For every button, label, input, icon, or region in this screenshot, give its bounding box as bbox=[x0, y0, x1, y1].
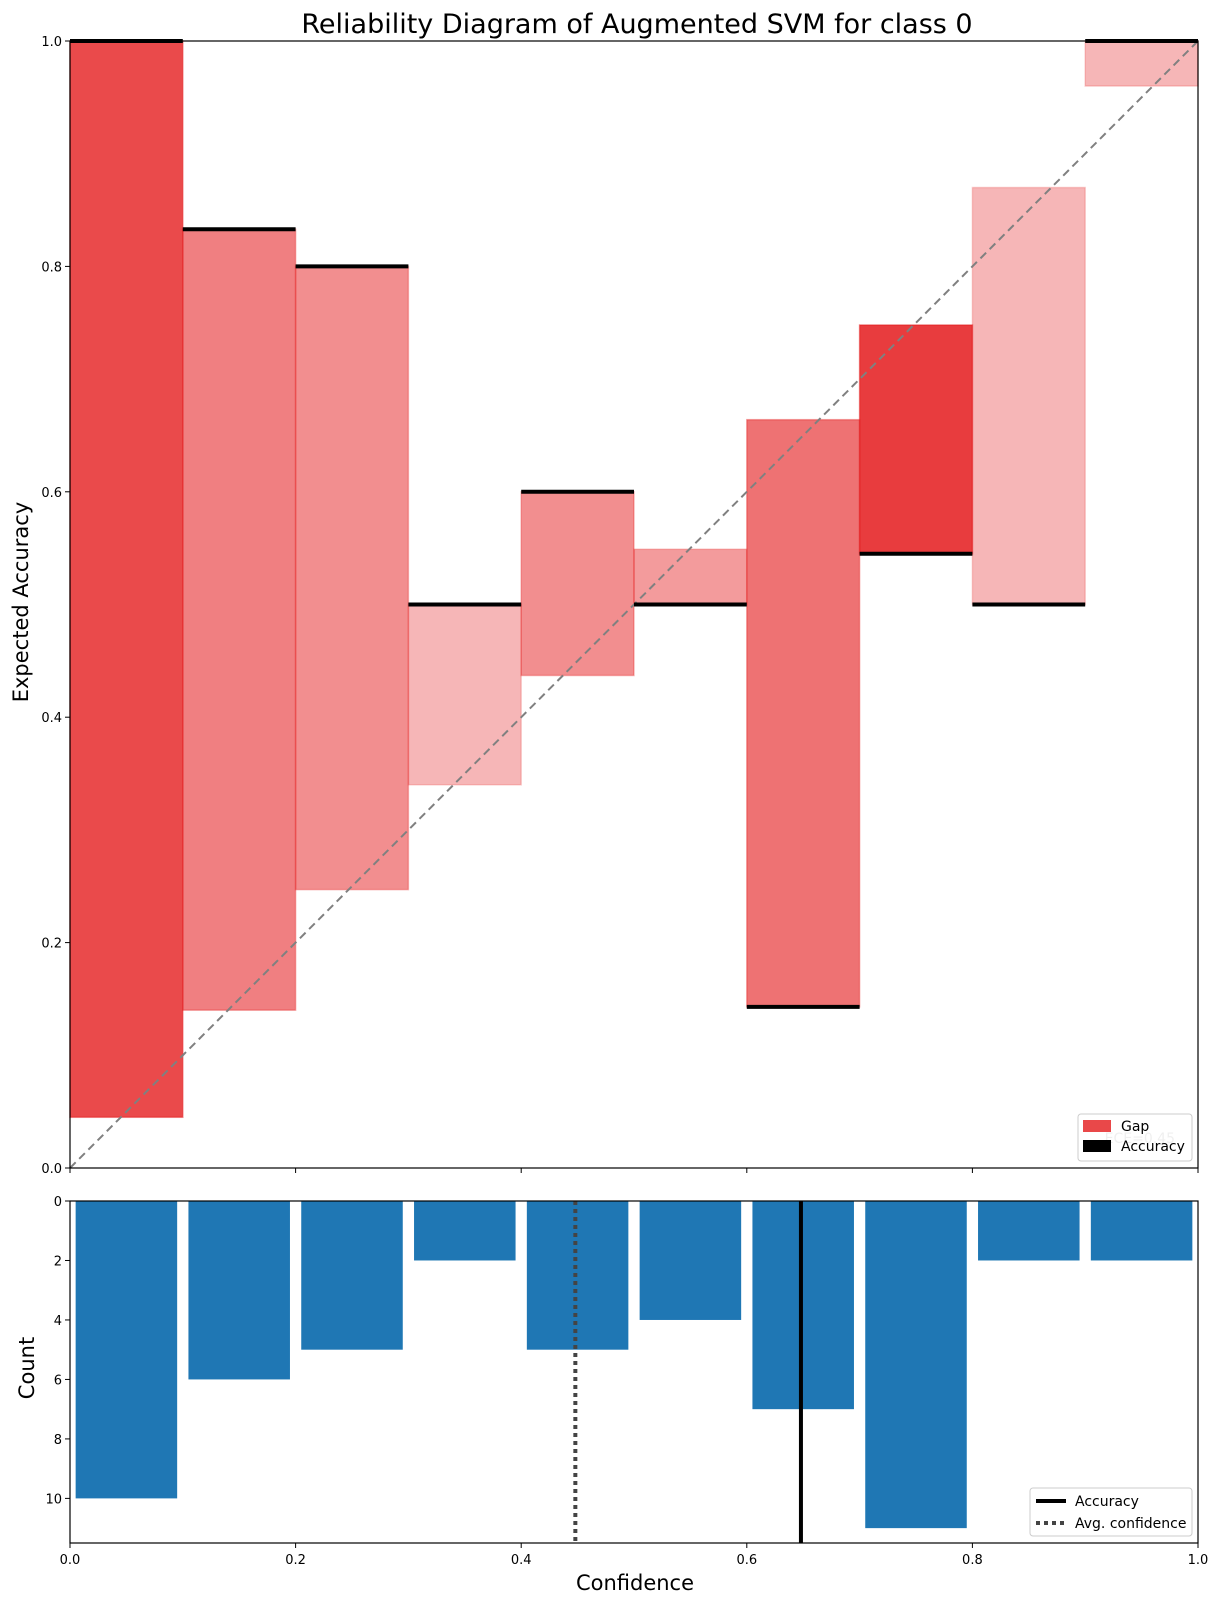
chart-title: Reliability Diagram of Augmented SVM for… bbox=[301, 9, 972, 40]
bottom-xtick-label: 0.2 bbox=[285, 1553, 306, 1568]
top-ytick-label: 1.0 bbox=[41, 35, 62, 50]
bottom-xtick-label: 0.4 bbox=[511, 1553, 532, 1568]
legend-swatch-gap bbox=[1083, 1120, 1111, 1132]
bottom-xtick-label: 1.0 bbox=[1188, 1553, 1209, 1568]
top-ytick-label: 0.2 bbox=[41, 937, 62, 952]
gap-bar bbox=[182, 228, 297, 1011]
bottom-axes-frame bbox=[69, 1200, 1199, 1544]
count-bar bbox=[865, 1201, 967, 1529]
top-ytick-label: 0.4 bbox=[41, 711, 62, 726]
bottom-legend: Accuracy Avg. confidence bbox=[1029, 1487, 1193, 1537]
gap-bar bbox=[520, 491, 635, 677]
bottom-ytick-label: 10 bbox=[45, 1492, 62, 1507]
count-bar bbox=[1090, 1201, 1193, 1261]
count-bar bbox=[526, 1201, 629, 1350]
bottom-xtick-label: 0.6 bbox=[736, 1553, 757, 1568]
gap-bar bbox=[407, 603, 522, 786]
bottom-xlabel: Confidence bbox=[576, 1571, 694, 1595]
gap-bar bbox=[69, 40, 184, 1119]
top-ylabel: Expected Accuracy bbox=[9, 502, 33, 703]
bottom-ylabel: Count bbox=[15, 1337, 39, 1399]
bottom-ytick-label: 8 bbox=[54, 1433, 62, 1448]
gap-bar bbox=[633, 548, 748, 606]
bottom-ytick-label: 0 bbox=[54, 1195, 62, 1210]
top-ytick-label: 0.8 bbox=[41, 260, 62, 275]
count-bar bbox=[639, 1201, 742, 1320]
bottom-ytick-label: 4 bbox=[54, 1314, 62, 1329]
top-legend: Gap Accuracy bbox=[1077, 1113, 1193, 1162]
top-axes-frame bbox=[69, 40, 1199, 1169]
gap-bar bbox=[971, 186, 1086, 606]
count-bar bbox=[752, 1201, 854, 1410]
top-ytick-label: 0.6 bbox=[41, 486, 62, 501]
gap-bar bbox=[858, 324, 974, 555]
gap-bar bbox=[294, 265, 410, 891]
legend-label-accuracy: Accuracy bbox=[1121, 1139, 1185, 1155]
legend-label-gap: Gap bbox=[1121, 1119, 1149, 1135]
reliability-panel: 0.00.20.40.60.81.0ECE=0.45GapAccuracy bbox=[41, 35, 1199, 1177]
top-ytick-label: 0.0 bbox=[41, 1162, 62, 1177]
count-bar bbox=[301, 1201, 403, 1350]
bottom-ytick-label: 6 bbox=[54, 1373, 62, 1388]
count-bar bbox=[75, 1201, 178, 1499]
gap-bar bbox=[746, 418, 861, 1008]
count-bar bbox=[978, 1201, 1080, 1261]
legend-label-avg-confidence: Avg. confidence bbox=[1075, 1516, 1186, 1532]
legend-swatch-accuracy bbox=[1083, 1140, 1111, 1152]
count-bar bbox=[188, 1201, 290, 1380]
count-bar bbox=[414, 1201, 516, 1261]
count-panel: 0 2 4 6 8 10 0.0 0.2 0.4 0.6 0.8 1.0 Accuracy Avg. co… bbox=[45, 1195, 1208, 1568]
bottom-xtick-label: 0.8 bbox=[962, 1553, 983, 1568]
bottom-ytick-label: 2 bbox=[54, 1254, 62, 1269]
bottom-xtick-label: 0.0 bbox=[60, 1553, 81, 1568]
legend-label-accuracy-vline: Accuracy bbox=[1075, 1494, 1139, 1510]
gap-bar bbox=[1084, 40, 1199, 87]
